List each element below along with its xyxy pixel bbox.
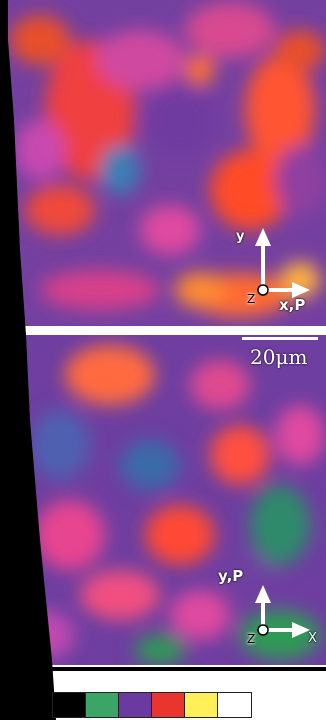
top-color-map (0, 0, 326, 326)
color-swatch (119, 693, 152, 717)
top-axis-arrows (255, 228, 310, 298)
bottom-y-axis-label: y,P (218, 567, 244, 585)
bottom-axes: y,P X Z (0, 335, 326, 665)
color-swatch (185, 693, 218, 717)
color-scale-bar (52, 692, 252, 718)
top-x-axis-label: x,P (279, 296, 306, 314)
top-axes: y x,P Z (0, 0, 326, 326)
top-y-axis-label: y (236, 229, 245, 244)
color-swatch (152, 693, 185, 717)
top-map-panel: y x,P Z (0, 0, 326, 326)
scale-bar-label: 20μm (250, 345, 308, 369)
color-swatch (53, 693, 86, 717)
color-swatch (218, 693, 251, 717)
color-swatch (86, 693, 119, 717)
bottom-color-map (0, 335, 326, 665)
bottom-axis-arrows (255, 585, 310, 638)
top-z-axis-label: Z (247, 292, 256, 306)
bottom-x-axis-label: X (308, 631, 317, 646)
bottom-z-axis-label: Z (247, 632, 256, 646)
scale-bar (242, 337, 318, 340)
panel-separator (0, 326, 326, 335)
bottom-divider-bar (52, 667, 326, 671)
bottom-map-panel: y,P X Z (0, 335, 326, 665)
